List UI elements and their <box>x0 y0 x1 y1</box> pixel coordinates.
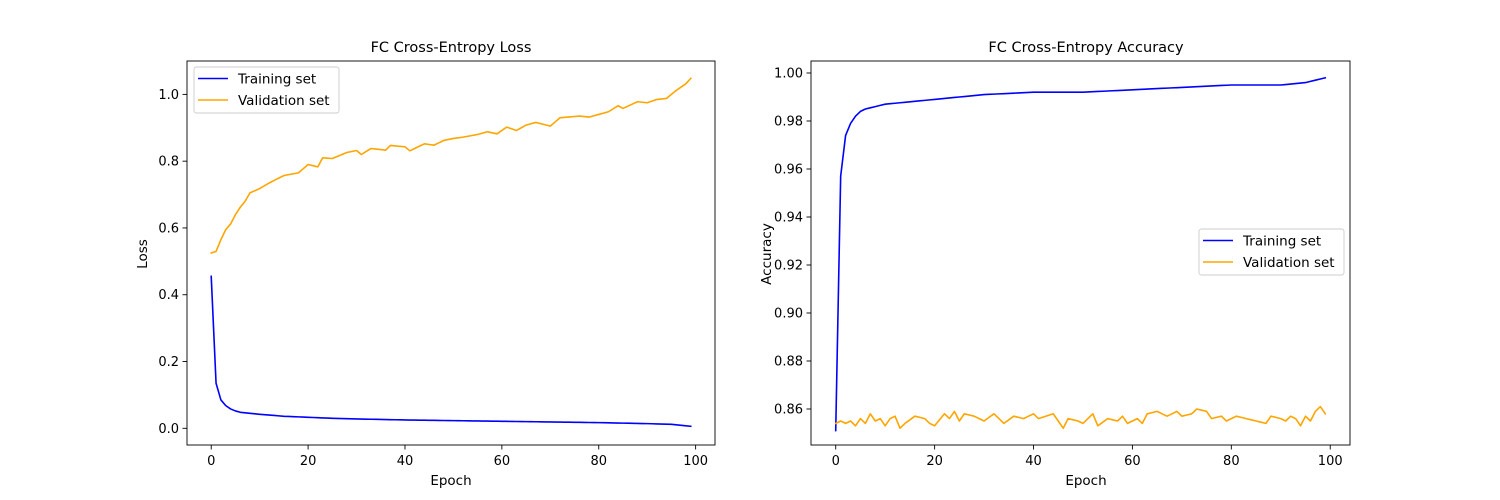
y-tick-label: 0.92 <box>774 259 803 274</box>
x-tick-label: 40 <box>1025 454 1042 469</box>
y-tick-label: 0.8 <box>158 155 179 170</box>
x-tick-label: 60 <box>494 454 511 469</box>
legend-box <box>193 66 340 114</box>
loss-chart: FC Cross-Entropy Loss Epoch Loss 0 20 40 60… <box>135 40 716 489</box>
legend-label-training-set: Training set <box>237 72 316 88</box>
x-tick-label: 0 <box>207 454 215 469</box>
legend-box <box>1198 228 1345 276</box>
x-tick-label: 60 <box>1124 454 1141 469</box>
legend-label-training-set: Training set <box>1242 234 1321 250</box>
y-axis-label: Loss <box>135 239 151 269</box>
x-tick-label: 20 <box>926 454 943 469</box>
x-tick-label: 20 <box>300 454 317 469</box>
y-tick-label: 0.88 <box>774 355 803 370</box>
y-tick-label: 0.0 <box>158 422 179 437</box>
x-tick-label: 100 <box>1318 454 1343 469</box>
series-line-validation-set <box>834 405 1327 429</box>
x-axis-label: Epoch <box>1065 473 1106 489</box>
chart-title: FC Cross-Entropy Loss <box>371 40 532 56</box>
plot-frame <box>186 60 716 446</box>
x-tick-label: 80 <box>590 454 607 469</box>
chart-title: FC Cross-Entropy Accuracy <box>988 40 1184 56</box>
y-tick-label: 0.4 <box>158 288 179 303</box>
y-tick-label: 0.90 <box>774 307 803 322</box>
y-tick-label: 0.6 <box>158 221 179 236</box>
x-axis-label: Epoch <box>430 473 471 489</box>
x-tick-label: 80 <box>1223 454 1240 469</box>
accuracy-chart: FC Cross-Entropy Accuracy Epoch Accuracy… <box>759 40 1351 489</box>
series-line-training-set <box>834 76 1327 432</box>
legend-label-validation-set: Validation set <box>1243 255 1335 271</box>
x-tick-label: 100 <box>683 454 708 469</box>
plot-frame <box>810 60 1351 446</box>
legend-label-validation-set: Validation set <box>238 93 330 109</box>
y-tick-label: 0.96 <box>774 163 803 178</box>
y-tick-label: 0.2 <box>158 355 179 370</box>
y-tick-label: 1.0 <box>158 88 179 103</box>
x-tick-label: 0 <box>832 454 840 469</box>
y-tick-label: 0.86 <box>774 403 803 418</box>
y-tick-label: 0.94 <box>774 211 803 226</box>
series-line-validation-set <box>210 77 692 255</box>
y-axis-label: Accuracy <box>759 223 775 285</box>
series-line-training-set <box>210 275 692 428</box>
y-tick-label: 0.98 <box>774 115 803 130</box>
x-tick-label: 40 <box>397 454 414 469</box>
y-tick-label: 1.00 <box>774 67 803 82</box>
